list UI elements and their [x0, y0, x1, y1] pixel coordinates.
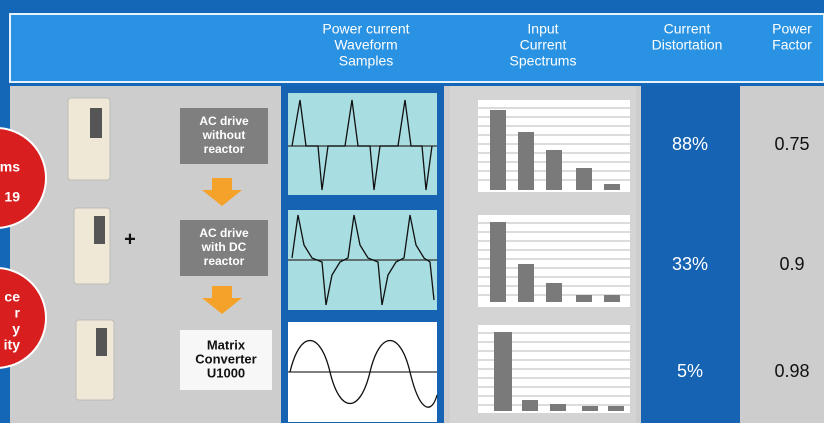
header-text: Input — [527, 21, 558, 37]
badge — [0, 127, 47, 229]
spectrum-panels — [478, 100, 630, 413]
badge-text: ity — [4, 337, 21, 353]
header-text: Current — [520, 37, 567, 53]
badge — [0, 267, 47, 369]
row-label: U1000 — [207, 365, 245, 380]
header-text: Waveform — [334, 37, 397, 53]
power-factor-value: 0.98 — [774, 361, 809, 381]
header-band — [9, 13, 824, 83]
power-factor-value: 0.75 — [774, 134, 809, 154]
power-factor-value: 0.9 — [779, 254, 804, 274]
header-text: Spectrums — [510, 53, 577, 69]
header-text: Distortation — [652, 37, 723, 53]
connector: + — [124, 228, 136, 250]
row-label: Matrix — [207, 337, 246, 352]
distortion-column — [641, 86, 740, 423]
header-text: Samples — [339, 53, 393, 69]
label-box — [180, 108, 268, 164]
distortion-value: 88% — [672, 134, 708, 154]
row-label: AC drive — [199, 226, 249, 240]
header-text: Current — [664, 21, 711, 37]
label-box — [180, 220, 268, 276]
drive-icons — [67, 97, 115, 401]
badge-text: y — [12, 321, 20, 337]
row-label: with DC — [201, 240, 247, 254]
distortion-value: 33% — [672, 254, 708, 274]
waveform-panels — [288, 93, 438, 422]
label-box — [180, 330, 272, 390]
header-text: Power current — [322, 21, 409, 37]
row-label: Converter — [195, 351, 256, 366]
badge-text: ms — [0, 159, 20, 175]
row-label: reactor — [204, 254, 245, 268]
arrows — [202, 178, 242, 314]
row-label: without — [202, 128, 246, 142]
header-text: Factor — [772, 37, 812, 53]
distortion-value: 5% — [677, 361, 703, 381]
badge-text: r — [15, 305, 21, 321]
header-text: Power — [772, 21, 812, 37]
badge-text: 19 — [4, 189, 20, 205]
badge-text: ce — [4, 289, 20, 305]
row-label: AC drive — [199, 114, 249, 128]
row-label: reactor — [204, 142, 245, 156]
